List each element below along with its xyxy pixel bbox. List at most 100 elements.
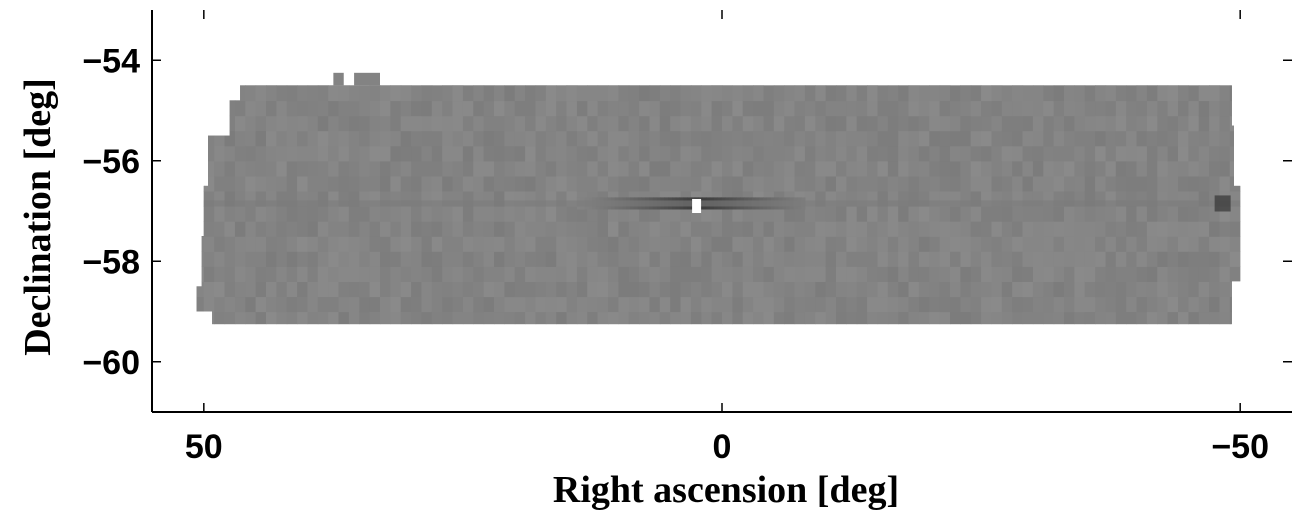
texture-cell [960,175,972,192]
texture-cell [276,206,288,222]
texture-cell [1146,85,1158,86]
noise-texture [196,85,1241,325]
texture-cell [452,266,464,282]
texture-cell [545,266,557,282]
texture-cell [649,206,661,222]
texture-cell [317,100,329,117]
texture-cell [297,145,309,162]
texture-cell [473,296,485,313]
texture-cell [773,281,785,298]
texture-cell [711,251,723,267]
texture-cell [494,281,505,298]
texture-cell [359,296,371,313]
texture-cell [1136,236,1148,252]
texture-cell [421,130,433,147]
texture-cell [1032,190,1044,207]
texture-cell [597,85,609,102]
texture-cell [659,115,671,132]
texture-cell [556,266,568,282]
texture-cell [991,100,1003,117]
texture-cell [1022,296,1034,313]
texture-cell [411,296,423,313]
texture-cell [348,145,360,162]
texture-cell [732,221,744,237]
texture-cell [514,115,526,132]
texture-cell [1240,160,1241,177]
texture-cell [566,115,578,132]
texture-cell [898,190,910,207]
texture-cell [846,175,858,192]
texture-cell [348,281,360,298]
texture-cell [742,281,754,298]
texture-cell [587,85,599,102]
texture-cell [628,85,640,102]
texture-cell [431,85,443,102]
texture-cell [535,160,547,177]
texture-cell [214,85,226,86]
texture-cell [877,190,889,207]
dark-edge-spot [1214,195,1231,212]
texture-cell [1074,251,1086,267]
texture-cell [1095,266,1107,282]
texture-cell [224,221,236,237]
texture-cell [887,311,899,325]
texture-cell [1012,160,1024,177]
texture-cell [701,100,713,117]
texture-cell [338,311,350,325]
texture-cell [442,160,454,177]
texture-cell [929,251,941,267]
texture-cell [1229,130,1241,147]
x-axis-label: Right ascension [deg] [553,469,899,511]
texture-cell [317,221,329,237]
texture-cell [224,175,236,192]
texture-cell [234,85,246,86]
texture-cell [659,160,671,177]
texture-cell [317,130,329,147]
texture-cell [214,206,226,222]
texture-cell [1188,100,1200,117]
texture-cell [545,160,557,177]
texture-cell [369,266,381,282]
texture-cell [1043,266,1055,282]
texture-cell [773,311,785,325]
texture-cell [1084,236,1096,252]
texture-cell [504,115,516,132]
texture-cell [1095,85,1107,86]
texture-cell [234,115,246,132]
texture-cell [794,251,806,267]
texture-cell [608,236,619,252]
texture-cell [1146,221,1158,237]
texture-cell [877,160,889,177]
texture-cell [908,311,920,325]
texture-cell [1178,251,1189,267]
texture-cell [297,160,309,177]
texture-cell [1001,145,1013,162]
texture-cell [753,221,765,237]
texture-cell [359,251,371,267]
texture-cell [1167,190,1179,207]
texture-cell [1188,85,1200,86]
texture-cell [483,296,495,313]
y-tick-label: −60 [82,344,140,382]
texture-cell [918,145,930,162]
texture-cell [196,145,205,162]
texture-cell [908,100,920,117]
texture-cell [753,251,765,267]
texture-cell [846,190,858,207]
texture-cell [867,221,879,237]
texture-cell [732,251,744,267]
texture-cell [1240,281,1241,298]
texture-cell [742,296,754,313]
texture-cell [1157,281,1169,298]
texture-cell [908,85,920,102]
texture-cell [317,85,329,102]
x-tick-label: 50 [185,428,223,466]
texture-cell [804,251,816,267]
texture-cell [473,281,485,298]
texture-cell [784,85,796,102]
texture-cell [545,206,557,222]
texture-cell [1188,130,1200,147]
texture-cell [1032,251,1044,267]
texture-cell [1146,145,1158,162]
texture-cell [328,251,340,267]
